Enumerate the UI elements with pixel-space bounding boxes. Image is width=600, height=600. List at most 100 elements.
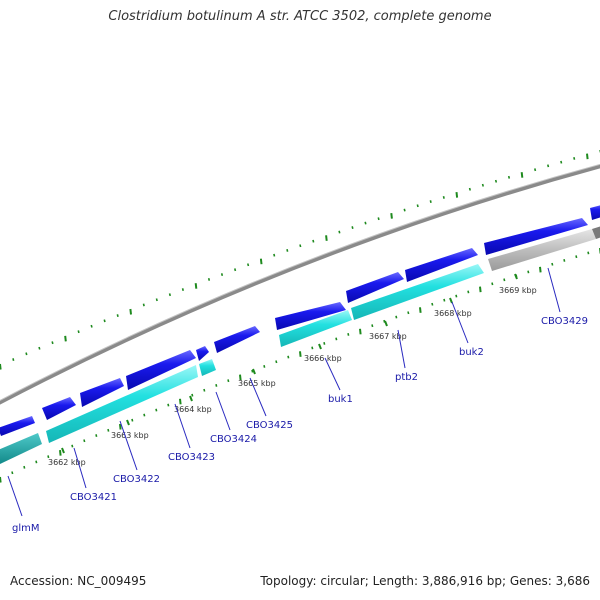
gene-label-CBO3422[interactable]: CBO3422 bbox=[113, 474, 160, 485]
gc-tick bbox=[203, 388, 206, 392]
cds-forward[interactable] bbox=[42, 397, 76, 420]
feature-other[interactable] bbox=[488, 229, 596, 271]
gc-tick bbox=[247, 263, 250, 267]
gc-tick bbox=[494, 179, 498, 183]
gc-tick bbox=[468, 187, 471, 191]
gc-tick bbox=[142, 303, 145, 307]
gc-tick bbox=[25, 352, 28, 356]
gene-leaders bbox=[7, 267, 561, 517]
gc-tick bbox=[12, 358, 15, 361]
gc-tick bbox=[107, 428, 110, 432]
gc-tick bbox=[207, 278, 211, 281]
kbp-label: 3668 kbp bbox=[434, 309, 472, 318]
gc-content-ticks bbox=[0, 150, 600, 370]
cds-reverse[interactable] bbox=[199, 359, 216, 376]
kbp-label: 3665 kbp bbox=[238, 379, 276, 388]
gc-tick bbox=[23, 465, 26, 469]
gene-label-CBO3424[interactable]: CBO3424 bbox=[210, 434, 257, 445]
gc-tick bbox=[215, 384, 218, 387]
gc-tick bbox=[323, 342, 326, 345]
gc-tick bbox=[191, 393, 194, 397]
gene-label-CBO3421[interactable]: CBO3421 bbox=[70, 492, 117, 503]
gc-tick bbox=[359, 328, 362, 335]
gc-tick bbox=[131, 418, 134, 422]
gc-tick bbox=[299, 351, 302, 357]
gc-tick bbox=[168, 293, 171, 297]
gc-tick bbox=[220, 273, 224, 276]
gc-tick bbox=[455, 191, 459, 198]
gc-tick bbox=[403, 208, 406, 212]
gc-tick bbox=[551, 262, 554, 266]
cds-forward[interactable] bbox=[80, 378, 124, 407]
gc-tick bbox=[0, 363, 2, 370]
cds-forward[interactable] bbox=[196, 346, 209, 361]
gc-tick bbox=[51, 341, 54, 345]
gc-tick bbox=[325, 235, 328, 241]
feature-other[interactable] bbox=[592, 225, 600, 239]
gc-tick bbox=[351, 226, 354, 229]
gc-tick bbox=[586, 153, 589, 160]
gene-label-CBO3425[interactable]: CBO3425 bbox=[246, 420, 293, 431]
gc-tick bbox=[467, 290, 470, 294]
gc-tick bbox=[263, 365, 266, 368]
gc-tick bbox=[573, 157, 576, 160]
gene-label-CBO3423[interactable]: CBO3423 bbox=[168, 452, 215, 463]
cds-reverse[interactable] bbox=[351, 264, 484, 320]
gc-tick bbox=[251, 369, 254, 373]
gc-tick bbox=[377, 217, 380, 221]
cds-reverse[interactable] bbox=[0, 433, 42, 464]
kbp-label: 3669 kbp bbox=[499, 286, 537, 295]
gc-tick bbox=[527, 270, 530, 274]
gc-tick bbox=[194, 283, 198, 289]
gc-tick bbox=[371, 324, 374, 328]
cds-forward[interactable] bbox=[484, 218, 588, 255]
cds-forward[interactable] bbox=[405, 248, 478, 282]
gene-label-buk2[interactable]: buk2 bbox=[459, 347, 484, 358]
footer-stats: Topology: circular; Length: 3,886,916 bp… bbox=[260, 574, 590, 588]
gc-tick bbox=[287, 355, 290, 359]
cds-reverse[interactable] bbox=[279, 310, 352, 347]
gc-tick bbox=[479, 286, 482, 293]
cds-forward[interactable] bbox=[214, 326, 260, 353]
gc-tick bbox=[103, 319, 106, 323]
gc-tick bbox=[312, 239, 315, 243]
gc-tick bbox=[119, 423, 122, 430]
gene-label-glmM[interactable]: glmM bbox=[12, 523, 40, 534]
gene-labels: glmM CBO3421 CBO3422 CBO3423 CBO3424 CBO… bbox=[12, 316, 588, 534]
gene-label-CBO3429[interactable]: CBO3429 bbox=[541, 316, 588, 327]
gc-tick bbox=[311, 346, 314, 350]
kbp-label: 3666 kbp bbox=[304, 354, 342, 363]
gc-tick bbox=[299, 244, 302, 248]
gc-tick bbox=[395, 315, 398, 319]
gc-tick bbox=[259, 258, 263, 265]
gc-tick bbox=[275, 360, 278, 364]
cds-reverse[interactable] bbox=[46, 365, 198, 443]
gc-tick bbox=[335, 337, 338, 341]
reverse-strand bbox=[0, 225, 600, 464]
gc-tick bbox=[491, 282, 494, 286]
cds-forward[interactable] bbox=[126, 350, 196, 390]
gc-tick bbox=[38, 346, 41, 350]
gc-tick bbox=[431, 302, 434, 306]
gc-tick bbox=[11, 471, 14, 475]
gc-tick bbox=[35, 460, 38, 464]
gc-tick bbox=[234, 268, 237, 272]
gc-tick bbox=[77, 330, 80, 334]
gene-label-buk1[interactable]: buk1 bbox=[328, 394, 353, 405]
gc-tick bbox=[129, 308, 132, 315]
cds-forward[interactable] bbox=[275, 302, 346, 330]
kbp-label: 3662 kbp bbox=[48, 458, 86, 467]
gc-tick bbox=[407, 311, 410, 315]
cds-forward[interactable] bbox=[346, 272, 404, 303]
cds-forward[interactable] bbox=[590, 204, 600, 220]
gene-label-ptb2[interactable]: ptb2 bbox=[395, 372, 418, 383]
gc-tick bbox=[416, 204, 419, 208]
gc-tick bbox=[181, 288, 184, 291]
gc-tick bbox=[563, 259, 566, 262]
gc-tick bbox=[364, 221, 367, 225]
kbp-label: 3664 kbp bbox=[174, 405, 212, 414]
gc-tick bbox=[239, 374, 242, 381]
kbp-ruler: 3662 kbp 3663 kbp 3664 kbp 3665 kbp 3666… bbox=[48, 273, 537, 467]
gc-tick bbox=[547, 164, 550, 168]
cds-forward[interactable] bbox=[0, 416, 35, 436]
